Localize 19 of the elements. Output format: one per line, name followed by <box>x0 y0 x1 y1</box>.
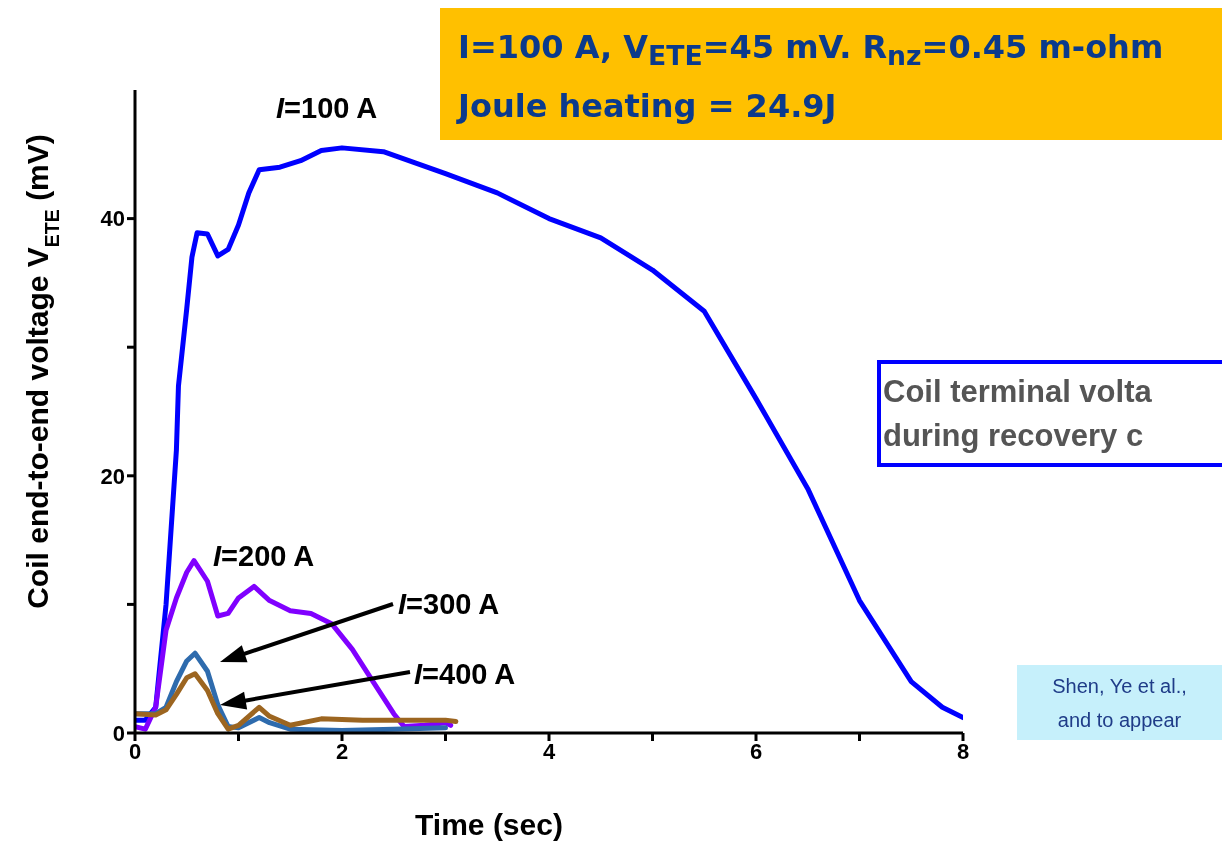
x-tick-label: 0 <box>128 738 142 764</box>
x-tick-label: 4 <box>542 738 556 764</box>
series-label: I=100 A <box>276 92 378 124</box>
y-tick-label: 20 <box>100 463 125 489</box>
annotation: during recovery c <box>883 417 1145 455</box>
annotation: Joule heating = 24.9J <box>458 86 838 128</box>
x-tick-label: 6 <box>749 738 763 764</box>
text: Shen, Ye et al., <box>1051 674 1188 699</box>
series-label: I=200 A <box>213 540 315 572</box>
x-axis-title: Time (sec) <box>415 808 563 841</box>
y-tick-label: 40 <box>100 206 125 232</box>
text: I=300 A <box>398 588 500 620</box>
text: I=100 A, V$_{ETE}$=45 mV. R$_{nz}$=0.45 m-ohm <box>458 27 1165 74</box>
x-tick-label: 2 <box>335 738 349 764</box>
annotation: Coil terminal volta <box>883 373 1153 411</box>
x-tick-label: 8 <box>956 738 970 764</box>
y-tick-label: 0 <box>112 720 125 746</box>
series-label: I=400 A <box>414 658 516 690</box>
text: and to appear <box>1056 708 1183 733</box>
